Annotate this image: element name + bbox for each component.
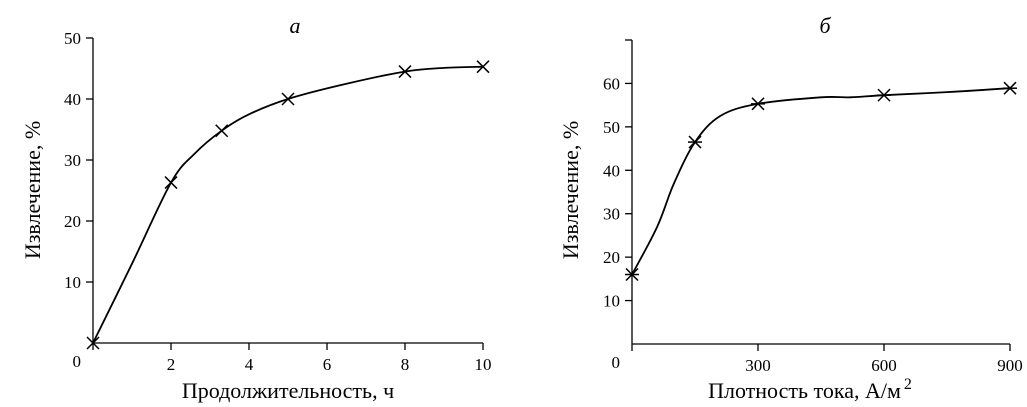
chart-panel-a: 10 20 30 40 50 2 4 6 8 10 0 а Извлечение, % Продолжит… [20, 13, 492, 403]
y-tick-label: 40 [603, 161, 620, 180]
y-tick-label: 20 [64, 212, 81, 231]
y-tick-label: 20 [603, 248, 620, 267]
panel-title: а [290, 13, 301, 38]
y-tick-label: 10 [64, 273, 81, 292]
x-axis-title-superscript: 2 [904, 376, 912, 393]
x-tick-label: 4 [245, 355, 254, 374]
origin-label: 0 [73, 352, 82, 371]
x-marker [86, 336, 100, 350]
y-tick-label: 30 [603, 205, 620, 224]
x-axis-title: Продолжительность, ч [182, 378, 394, 403]
y-tick-label: 40 [64, 90, 81, 109]
y-tick-label: 50 [64, 29, 81, 48]
x-tick-label: 6 [323, 355, 332, 374]
chart-panel-b: 10 20 30 40 50 60 300 600 900 0 б Извлечение, % Плот… [558, 13, 1023, 403]
marker-stroke [86, 336, 100, 350]
x-axis-title: Плотность тока, А/м 2 [708, 376, 912, 403]
x-axis-title-text: Плотность тока, А/м [708, 378, 901, 403]
y-tick-label: 30 [64, 151, 81, 170]
origin-label: 0 [612, 353, 621, 372]
panel-title: б [819, 13, 831, 38]
asterisk-marker [1003, 81, 1017, 95]
y-axis-title: Извлечение, % [20, 121, 45, 259]
x-tick-label: 300 [745, 356, 771, 375]
asterisk-marker [751, 97, 765, 111]
y-tick-label: 60 [603, 74, 620, 93]
x-axis-title-text: Продолжительность, ч [182, 378, 394, 403]
x-marker [215, 124, 229, 138]
x-tick-label: 900 [997, 356, 1023, 375]
x-tick-label: 2 [167, 355, 176, 374]
y-axis-title: Извлечение, % [558, 121, 583, 259]
x-tick-label: 600 [871, 356, 897, 375]
y-tick-label: 50 [603, 118, 620, 137]
marker-stroke [281, 92, 295, 106]
marker-stroke [398, 65, 412, 79]
asterisk-marker [625, 267, 639, 282]
x-tick-label: 8 [401, 355, 410, 374]
x-marker [398, 65, 412, 79]
y-tick-label: 10 [603, 292, 620, 311]
asterisk-marker [877, 88, 891, 102]
marker-stroke [215, 124, 229, 138]
asterisk-marker [688, 135, 702, 149]
x-marker [164, 176, 178, 190]
x-marker [476, 60, 490, 74]
marker-stroke [476, 60, 490, 74]
series-line [631, 87, 1011, 275]
x-tick-label: 10 [475, 355, 492, 374]
marker-stroke [164, 176, 178, 190]
series-line [92, 65, 484, 344]
x-marker [281, 92, 295, 106]
